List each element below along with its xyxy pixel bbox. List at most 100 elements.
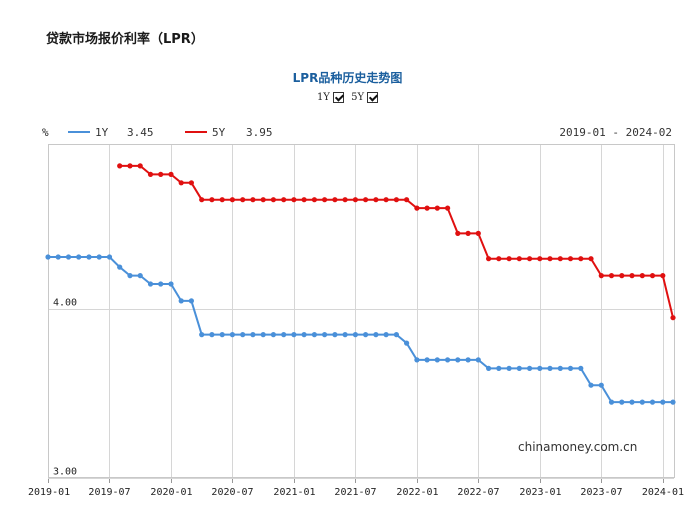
data-point-5y <box>537 256 543 262</box>
data-point-1y <box>45 254 51 260</box>
data-point-1y <box>260 332 266 338</box>
data-point-1y <box>506 365 512 371</box>
x-tick-label: 2019-01 <box>28 487 70 498</box>
data-point-1y <box>516 365 522 371</box>
data-point-5y <box>670 315 676 321</box>
data-point-1y <box>475 357 481 363</box>
data-point-1y <box>608 399 615 405</box>
data-point-1y <box>496 365 502 371</box>
toggle-1y-label: 1Y <box>316 92 330 103</box>
data-point-5y <box>404 197 410 203</box>
data-point-1y <box>188 298 194 304</box>
data-point-5y <box>352 197 358 203</box>
data-point-1y <box>250 332 256 338</box>
data-point-5y <box>332 197 338 203</box>
toggle-1y[interactable]: 1Y <box>317 92 344 103</box>
y-tick-labels: 3.00 4.00 <box>53 298 77 478</box>
data-point-5y <box>557 256 563 262</box>
x-tick-label: 2023-01 <box>519 487 561 498</box>
series-1y <box>45 254 676 405</box>
data-point-1y <box>301 332 307 338</box>
series-line-5y <box>119 164 674 318</box>
data-point-1y <box>639 399 645 405</box>
x-tick-label: 2023-07 <box>580 487 622 498</box>
data-point-5y <box>117 163 123 169</box>
data-point-1y <box>527 365 533 371</box>
data-point-5y <box>250 197 256 203</box>
page-title: 贷款市场报价利率（LPR） <box>46 32 204 47</box>
y-unit-label: % <box>42 126 49 139</box>
toggle-5y-label: 5Y <box>351 92 365 103</box>
data-point-5y <box>311 197 317 203</box>
data-point-1y <box>342 332 348 338</box>
data-point-1y <box>434 357 440 363</box>
data-point-5y <box>496 256 502 262</box>
data-point-5y <box>178 180 184 186</box>
data-point-5y <box>229 197 235 203</box>
data-point-1y <box>414 357 420 363</box>
data-point-1y <box>209 332 215 338</box>
data-point-5y <box>240 197 246 203</box>
data-point-5y <box>649 273 656 279</box>
y-tick-label: 3.00 <box>53 467 77 478</box>
data-point-1y <box>55 254 61 260</box>
data-point-1y <box>404 340 410 346</box>
data-point-5y <box>219 197 225 203</box>
data-point-5y <box>486 256 492 262</box>
data-point-1y <box>291 332 297 338</box>
data-point-1y <box>619 399 625 405</box>
data-point-1y <box>229 332 235 338</box>
date-range-label: 2019-01 - 2024-02 <box>559 126 672 139</box>
data-point-1y <box>547 365 553 371</box>
series-5y <box>117 163 676 321</box>
data-point-5y <box>639 273 645 279</box>
data-point-1y <box>106 254 113 260</box>
data-point-1y <box>373 332 379 338</box>
data-point-5y <box>506 256 512 262</box>
data-point-1y <box>127 273 133 279</box>
data-point-5y <box>147 171 154 177</box>
data-point-1y <box>629 399 635 405</box>
data-point-5y <box>209 197 215 203</box>
toggle-5y-checkbox[interactable] <box>367 92 379 103</box>
x-tick-label: 2021-07 <box>334 487 376 498</box>
data-point-1y <box>117 264 123 270</box>
watermark-text: chinamoney.com.cn <box>518 440 637 454</box>
toggle-1y-checkbox[interactable] <box>332 92 344 103</box>
data-point-5y <box>475 230 481 236</box>
legend-5y-name: 5Y <box>212 126 226 139</box>
data-point-5y <box>578 256 584 262</box>
data-point-1y <box>65 254 72 260</box>
x-tick-label: 2024-01 <box>642 487 684 498</box>
data-point-5y <box>608 273 615 279</box>
data-point-1y <box>168 281 174 287</box>
data-point-5y <box>516 256 522 262</box>
x-tick-label: 2020-07 <box>211 487 253 498</box>
data-point-5y <box>291 197 297 203</box>
series-line-1y <box>48 256 673 404</box>
data-point-5y <box>434 205 440 211</box>
x-tick-labels: 2019-01 2019-07 2020-01 2020-07 2021-01 2021-… <box>28 487 684 498</box>
legend-5y-value: 3.95 <box>246 126 273 139</box>
data-point-5y <box>414 205 420 211</box>
data-point-1y <box>557 365 563 371</box>
x-tick-label: 2021-01 <box>273 487 315 498</box>
data-point-1y <box>219 332 225 338</box>
toggle-5y[interactable]: 5Y <box>351 92 379 103</box>
data-point-1y <box>465 357 471 363</box>
data-point-1y <box>455 357 461 363</box>
legend-1y-value: 3.45 <box>127 126 154 139</box>
data-point-1y <box>588 382 594 388</box>
data-point-1y <box>537 365 543 371</box>
data-point-5y <box>322 197 328 203</box>
data-point-5y <box>137 163 143 169</box>
data-point-1y <box>199 332 205 338</box>
data-point-5y <box>373 197 379 203</box>
data-point-1y <box>363 332 369 338</box>
data-point-1y <box>270 332 276 338</box>
data-point-1y <box>424 357 430 363</box>
data-point-1y <box>158 281 164 287</box>
x-tick-label: 2022-07 <box>457 487 499 498</box>
data-point-1y <box>147 281 154 287</box>
